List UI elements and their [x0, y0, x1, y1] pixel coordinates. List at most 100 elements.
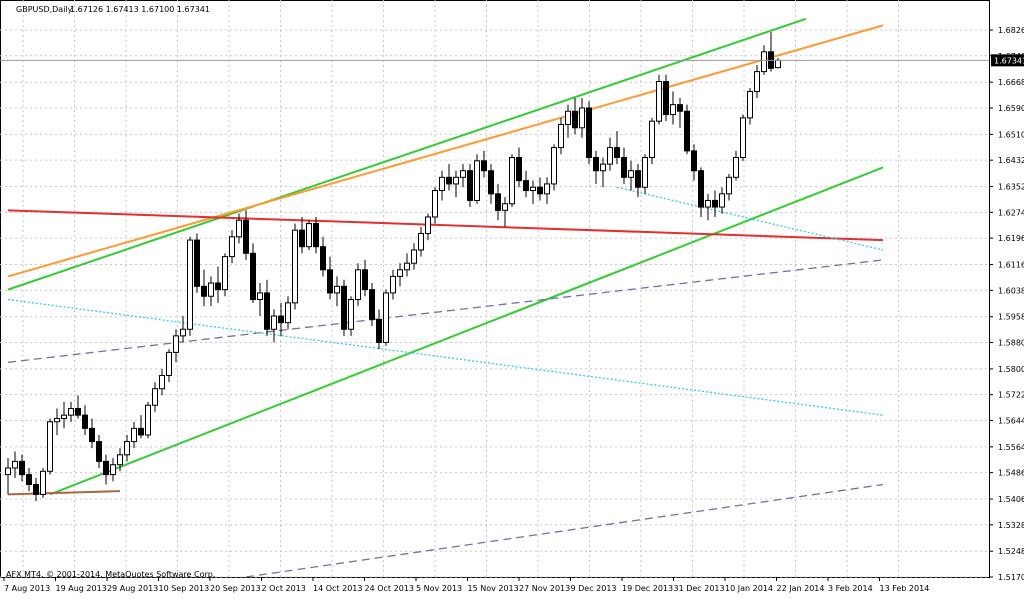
candle[interactable]	[488, 164, 494, 204]
candle[interactable]	[719, 187, 725, 214]
candle[interactable]	[12, 451, 18, 478]
candle[interactable]	[712, 190, 718, 217]
candle[interactable]	[96, 434, 102, 468]
trendline-brown-support[interactable]	[7, 490, 121, 496]
candle[interactable]	[19, 454, 25, 482]
candle[interactable]	[243, 210, 249, 260]
candle[interactable]	[404, 253, 410, 277]
candle[interactable]	[173, 329, 179, 363]
candle[interactable]	[355, 263, 361, 307]
candle[interactable]	[754, 65, 760, 99]
candles[interactable]	[5, 31, 781, 502]
candle[interactable]	[411, 243, 417, 270]
candle[interactable]	[593, 150, 599, 184]
candle[interactable]	[390, 269, 396, 300]
candle[interactable]	[61, 401, 67, 429]
trendline-cyan-dot-1[interactable]	[7, 298, 884, 416]
candle[interactable]	[621, 147, 627, 184]
candle[interactable]	[649, 117, 655, 165]
candle[interactable]	[733, 150, 739, 181]
candle[interactable]	[285, 296, 291, 330]
candle[interactable]	[341, 279, 347, 336]
candle[interactable]	[299, 216, 305, 254]
candle[interactable]	[530, 180, 536, 204]
candle[interactable]	[523, 170, 529, 198]
candle[interactable]	[726, 174, 732, 201]
candle[interactable]	[26, 467, 32, 492]
trendline-cyan-dot-2[interactable]	[616, 186, 884, 251]
candle[interactable]	[271, 309, 277, 343]
candle[interactable]	[47, 418, 53, 475]
candle[interactable]	[334, 276, 340, 307]
candle[interactable]	[152, 382, 158, 412]
trendline-red[interactable]	[7, 209, 884, 242]
candle[interactable]	[236, 213, 242, 244]
candle[interactable]	[460, 164, 466, 188]
candle[interactable]	[117, 448, 123, 472]
candle[interactable]	[698, 167, 704, 217]
candle[interactable]	[194, 233, 200, 293]
candle[interactable]	[635, 164, 641, 198]
candle[interactable]	[544, 177, 550, 204]
candle[interactable]	[418, 226, 424, 257]
candle[interactable]	[551, 144, 557, 191]
candle[interactable]	[642, 154, 648, 194]
candle[interactable]	[481, 150, 487, 178]
candle[interactable]	[131, 421, 137, 449]
candle[interactable]	[306, 220, 312, 250]
candle[interactable]	[187, 236, 193, 336]
candle[interactable]	[432, 187, 438, 224]
candle[interactable]	[474, 154, 480, 204]
candle[interactable]	[628, 160, 634, 191]
candle[interactable]	[229, 230, 235, 264]
candle[interactable]	[558, 117, 564, 155]
candle[interactable]	[327, 256, 333, 300]
trendline-purple-dash-2[interactable]	[245, 483, 884, 577]
candle[interactable]	[159, 368, 165, 396]
candle[interactable]	[509, 154, 515, 208]
candle[interactable]	[705, 193, 711, 221]
candle[interactable]	[208, 276, 214, 307]
candle[interactable]	[677, 98, 683, 128]
candle[interactable]	[201, 269, 207, 307]
candle[interactable]	[369, 283, 375, 326]
candle[interactable]	[33, 477, 39, 502]
candle[interactable]	[453, 170, 459, 198]
candle[interactable]	[740, 114, 746, 161]
candle[interactable]	[376, 309, 382, 350]
candle[interactable]	[656, 74, 662, 125]
candle[interactable]	[166, 349, 172, 383]
candle[interactable]	[446, 164, 452, 191]
candle[interactable]	[89, 418, 95, 449]
candle[interactable]	[124, 434, 130, 462]
trendline-green-upper[interactable]	[7, 17, 807, 291]
candle[interactable]	[572, 98, 578, 135]
candle[interactable]	[250, 243, 256, 303]
candle[interactable]	[614, 131, 620, 165]
candle[interactable]	[684, 104, 690, 155]
candle[interactable]	[68, 401, 74, 422]
trendline-green-lower[interactable]	[49, 166, 884, 496]
candle[interactable]	[215, 266, 221, 303]
candle[interactable]	[103, 454, 109, 485]
candle[interactable]	[663, 74, 669, 122]
candle[interactable]	[110, 458, 116, 482]
candle[interactable]	[691, 144, 697, 181]
candle[interactable]	[362, 259, 368, 297]
trendline-orange[interactable]	[7, 24, 884, 278]
candle[interactable]	[313, 216, 319, 254]
candle[interactable]	[537, 177, 543, 201]
candle[interactable]	[516, 147, 522, 188]
candle[interactable]	[348, 296, 354, 336]
candle[interactable]	[502, 197, 508, 227]
candle[interactable]	[747, 88, 753, 125]
candle[interactable]	[600, 157, 606, 188]
candle[interactable]	[425, 213, 431, 241]
candle[interactable]	[579, 98, 585, 138]
candle[interactable]	[264, 279, 270, 336]
candle[interactable]	[145, 401, 151, 439]
candle[interactable]	[320, 236, 326, 277]
candle[interactable]	[180, 316, 186, 343]
